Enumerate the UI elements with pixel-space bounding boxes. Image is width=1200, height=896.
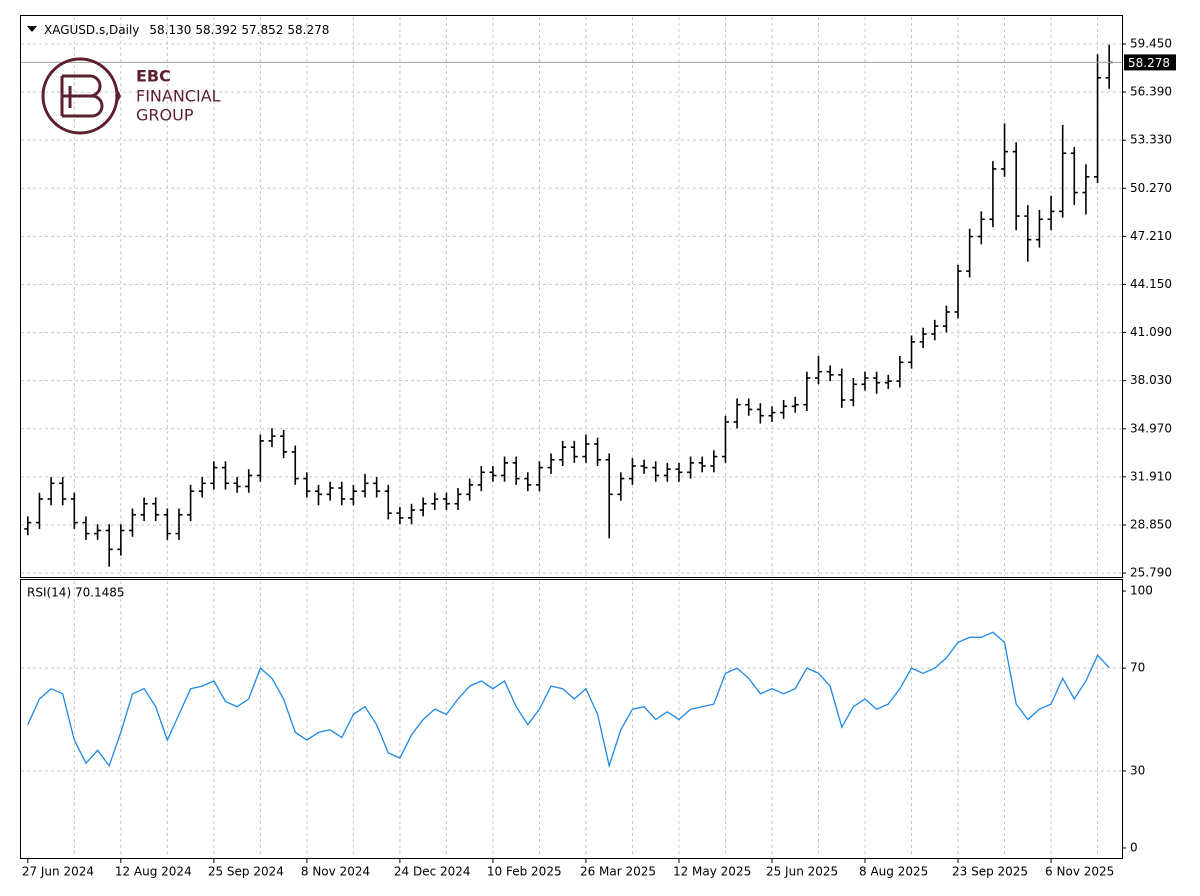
y-tick-label: 38.030 [1130,373,1172,387]
symbol: XAGUSD.s,Daily [44,23,139,37]
ohlc-open: 58.130 [149,23,191,37]
y-tick-label: 30 [1130,763,1145,777]
ohlc-high: 58.392 [195,23,237,37]
x-tick-label: 12 May 2025 [673,865,751,879]
y-tick-label: 0 [1130,840,1138,854]
x-tick-label: 10 Feb 2025 [487,865,562,879]
last-price-box [1124,54,1176,71]
last-price-label: 58.278 [1128,56,1170,70]
menu-arrow [27,26,37,32]
y-tick-label: 70 [1130,661,1145,675]
x-tick-label: 25 Sep 2024 [208,865,284,879]
x-tick-label: 12 Aug 2024 [115,865,192,879]
y-tick-label: 25.790 [1130,566,1172,580]
y-tick-label: 28.850 [1130,517,1172,531]
rsi-title: RSI(14) 70.1485 [27,586,125,600]
y-tick-label: 31.910 [1130,469,1172,483]
x-tick-label: 23 Sep 2025 [952,865,1028,879]
x-tick-label: 27 Jun 2024 [22,865,94,879]
logo-line: GROUP [136,106,194,125]
logo: EBC FINANCIAL GROUP [41,57,221,135]
x-tick-label: 8 Nov 2024 [301,865,370,879]
y-tick-label: 50.270 [1130,181,1172,195]
price-panel [20,15,1123,578]
rsi-line [27,631,1110,769]
x-tick-label: 26 Mar 2025 [580,865,656,879]
ohlc-low: 57.852 [241,23,283,37]
y-tick-label: 44.150 [1130,277,1172,291]
logo-line: EBC [136,67,171,86]
y-tick-label: 41.090 [1130,325,1172,339]
ohlc-close: 58.278 [287,23,329,37]
y-tick-label: 59.450 [1130,36,1172,50]
x-tick-label: 8 Aug 2025 [859,865,928,879]
logo-star [115,90,121,102]
logo-mark [60,74,104,118]
y-tick-label: 53.330 [1130,133,1172,147]
x-tick-label: 24 Dec 2024 [394,865,471,879]
y-tick-label: 34.970 [1130,421,1172,435]
x-tick-label: 25 Jun 2025 [766,865,838,879]
plot-layer: 25.790 28.850 31.910 34.970 38.030 41.090 44.1… [21,17,1176,879]
rsi-panel [20,579,1123,859]
header: XAGUSD.s,Daily 58.130 58.392 57.852 58.278 [44,23,329,37]
y-tick-label: 100 [1130,584,1153,598]
y-tick-label: 47.210 [1130,229,1172,243]
logo-line: FINANCIAL [136,87,221,106]
y-tick-label: 56.390 [1130,85,1172,99]
x-tick-label: 6 Nov 2025 [1045,865,1114,879]
